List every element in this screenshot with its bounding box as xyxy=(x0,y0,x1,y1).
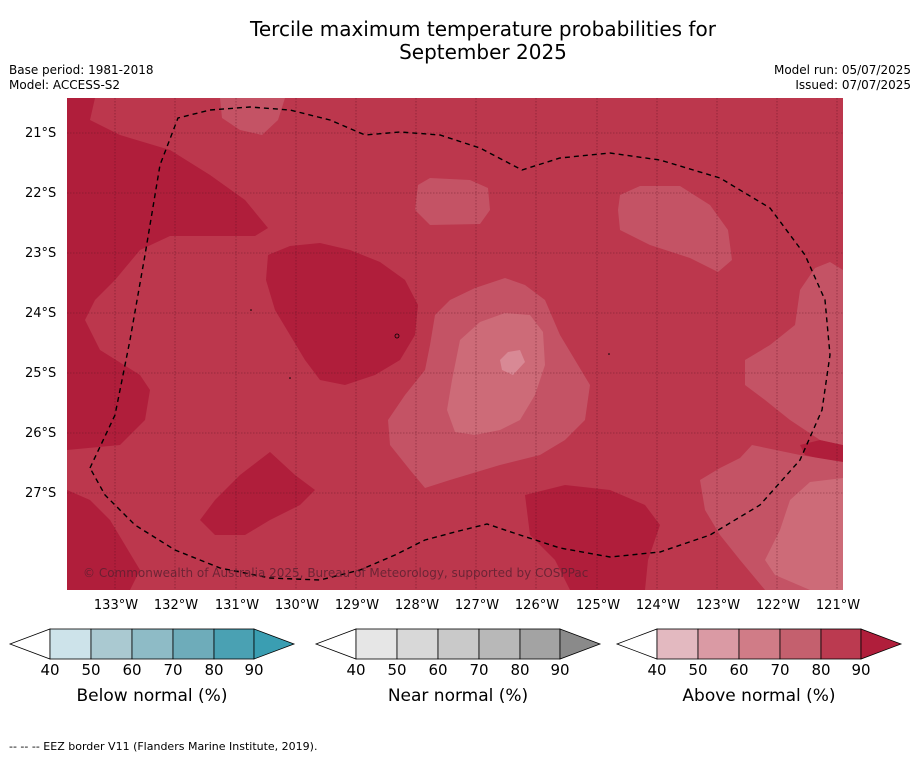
lat-label: 22°S xyxy=(25,186,57,201)
colorbar-above-normal xyxy=(615,628,903,660)
meta-left: Base period: 1981-2018 Model: ACCESS-S2 xyxy=(9,63,154,93)
title-line-1: Tercile maximum temperature probabilitie… xyxy=(250,17,716,41)
lat-label: 24°S xyxy=(25,306,57,321)
copyright-notice: © Commonwealth of Australia 2025, Bureau… xyxy=(83,566,589,580)
colorbar-label: Near normal (%) xyxy=(387,686,529,706)
lon-label: 121°W xyxy=(815,598,861,613)
colorbar-tick: 70 xyxy=(163,661,183,679)
dark-region-east xyxy=(800,440,843,462)
light-region-north-central xyxy=(415,178,490,225)
colorbar-label: Below normal (%) xyxy=(76,686,228,706)
meta-right: Model run: 05/07/2025 Issued: 07/07/2025 xyxy=(774,63,911,93)
model-name: Model: ACCESS-S2 xyxy=(9,78,121,92)
lat-label: 21°S xyxy=(25,126,57,141)
dark-region-southwest xyxy=(67,490,140,590)
probability-field xyxy=(67,98,843,590)
lon-label: 128°W xyxy=(394,598,440,613)
eez-border xyxy=(89,106,831,581)
lon-label: 122°W xyxy=(755,598,801,613)
title-line-2: September 2025 xyxy=(399,40,567,64)
map-gridlines xyxy=(67,98,843,590)
lon-label: 123°W xyxy=(695,598,741,613)
colorbar-tick: 40 xyxy=(40,661,60,679)
dark-region-south xyxy=(200,452,315,535)
lightest-region-central xyxy=(500,350,525,375)
lon-label: 132°W xyxy=(153,598,199,613)
light-region-east xyxy=(745,262,843,445)
lon-label: 127°W xyxy=(454,598,500,613)
colorbar-tick: 90 xyxy=(851,661,871,679)
dark-region-center xyxy=(266,243,418,385)
lon-label: 129°W xyxy=(334,598,380,613)
lon-label: 125°W xyxy=(575,598,621,613)
lat-label: 23°S xyxy=(25,246,57,261)
chart-title: Tercile maximum temperature probabilitie… xyxy=(0,18,919,64)
lon-label: 133°W xyxy=(93,598,139,613)
colorbar-tick: 80 xyxy=(204,661,224,679)
island-marker xyxy=(289,377,291,379)
island-marker xyxy=(608,353,610,355)
dark-region-west xyxy=(67,98,268,450)
colorbar-tick: 70 xyxy=(469,661,489,679)
colorbar-tick: 80 xyxy=(811,661,831,679)
eez-footnote: -- -- -- EEZ border V11 (Flanders Marine… xyxy=(9,740,318,753)
lighter-region-southeast xyxy=(765,478,843,590)
island-marker xyxy=(394,333,400,339)
lat-label: 27°S xyxy=(25,486,57,501)
lon-label: 126°W xyxy=(514,598,560,613)
lon-label: 130°W xyxy=(274,598,320,613)
colorbar-tick: 60 xyxy=(122,661,142,679)
issued-date: Issued: 07/07/2025 xyxy=(795,78,911,92)
colorbar-tick: 70 xyxy=(770,661,790,679)
lat-label: 26°S xyxy=(25,426,57,441)
colorbar-tick: 40 xyxy=(647,661,667,679)
dark-region-southeast xyxy=(525,485,660,590)
model-run: Model run: 05/07/2025 xyxy=(773,63,911,77)
colorbar-tick: 90 xyxy=(550,661,570,679)
colorbar-tick: 60 xyxy=(428,661,448,679)
colorbar-tick: 40 xyxy=(346,661,366,679)
lighter-region-central xyxy=(447,313,545,435)
colorbar-tick: 60 xyxy=(729,661,749,679)
colorbar-below-normal xyxy=(8,628,296,660)
lon-label: 124°W xyxy=(635,598,681,613)
colorbar-near-normal xyxy=(314,628,602,660)
colorbar-tick: 50 xyxy=(81,661,101,679)
colorbar-tick: 80 xyxy=(510,661,530,679)
light-region-northeast xyxy=(618,186,732,272)
colorbar-tick: 50 xyxy=(387,661,407,679)
lat-label: 25°S xyxy=(25,366,57,381)
colorbar-tick: 50 xyxy=(688,661,708,679)
island-marker xyxy=(250,309,252,311)
lon-label: 131°W xyxy=(214,598,260,613)
colorbar-tick: 90 xyxy=(244,661,264,679)
colorbar-label: Above normal (%) xyxy=(682,686,836,706)
base-period: Base period: 1981-2018 xyxy=(9,63,154,77)
